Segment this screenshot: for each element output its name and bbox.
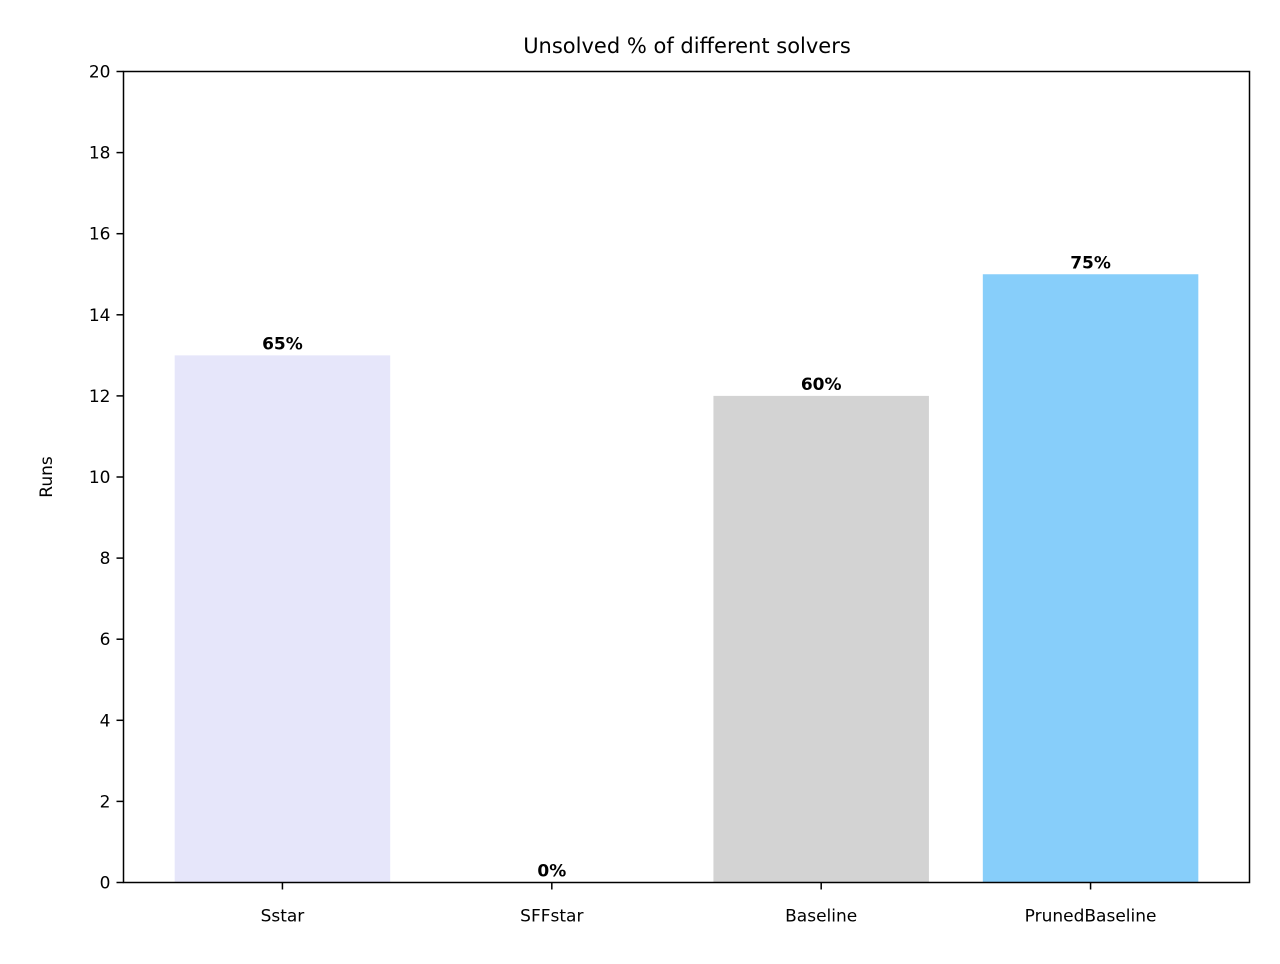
- y-tick-label: 6: [100, 630, 111, 650]
- y-axis-label: Runs: [37, 456, 57, 498]
- bar-prunedbaseline: [982, 274, 1199, 883]
- y-tick-label: 2: [100, 792, 111, 812]
- y-tick-label: 16: [89, 225, 111, 245]
- y-tick-label: 20: [89, 63, 111, 83]
- y-tick-label: 4: [100, 711, 111, 731]
- bar-value-label-sffstar: 0%: [537, 862, 566, 882]
- x-tick-label-baseline: Baseline: [785, 907, 857, 927]
- bars-group: [174, 274, 1199, 883]
- bar-value-label-prunedbaseline: 75%: [1070, 253, 1111, 273]
- y-axis: 0 2 4 6 8 10 12 14 16 18 20: [89, 63, 124, 894]
- y-tick-label: 8: [100, 549, 111, 569]
- y-tick-label: 10: [89, 468, 111, 488]
- y-tick-label: 0: [100, 874, 111, 894]
- x-tick-label-sstar: Sstar: [261, 907, 305, 927]
- x-axis: Sstar SFFstar Baseline PrunedBaseline: [261, 882, 1157, 927]
- bar-value-labels: 65% 0% 60% 75%: [262, 253, 1111, 881]
- x-tick-label-prunedbaseline: PrunedBaseline: [1025, 907, 1157, 927]
- y-tick-label: 14: [89, 306, 111, 326]
- x-tick-label-sffstar: SFFstar: [520, 907, 583, 927]
- bar-baseline: [713, 395, 929, 883]
- bar-value-label-baseline: 60%: [801, 375, 842, 395]
- chart-title: Unsolved % of different solvers: [523, 34, 851, 58]
- y-tick-label: 18: [89, 144, 111, 164]
- bar-value-label-sstar: 65%: [262, 334, 303, 354]
- y-tick-label: 12: [89, 387, 111, 407]
- plot-frame: [122, 70, 1251, 884]
- bar-sstar: [174, 355, 391, 883]
